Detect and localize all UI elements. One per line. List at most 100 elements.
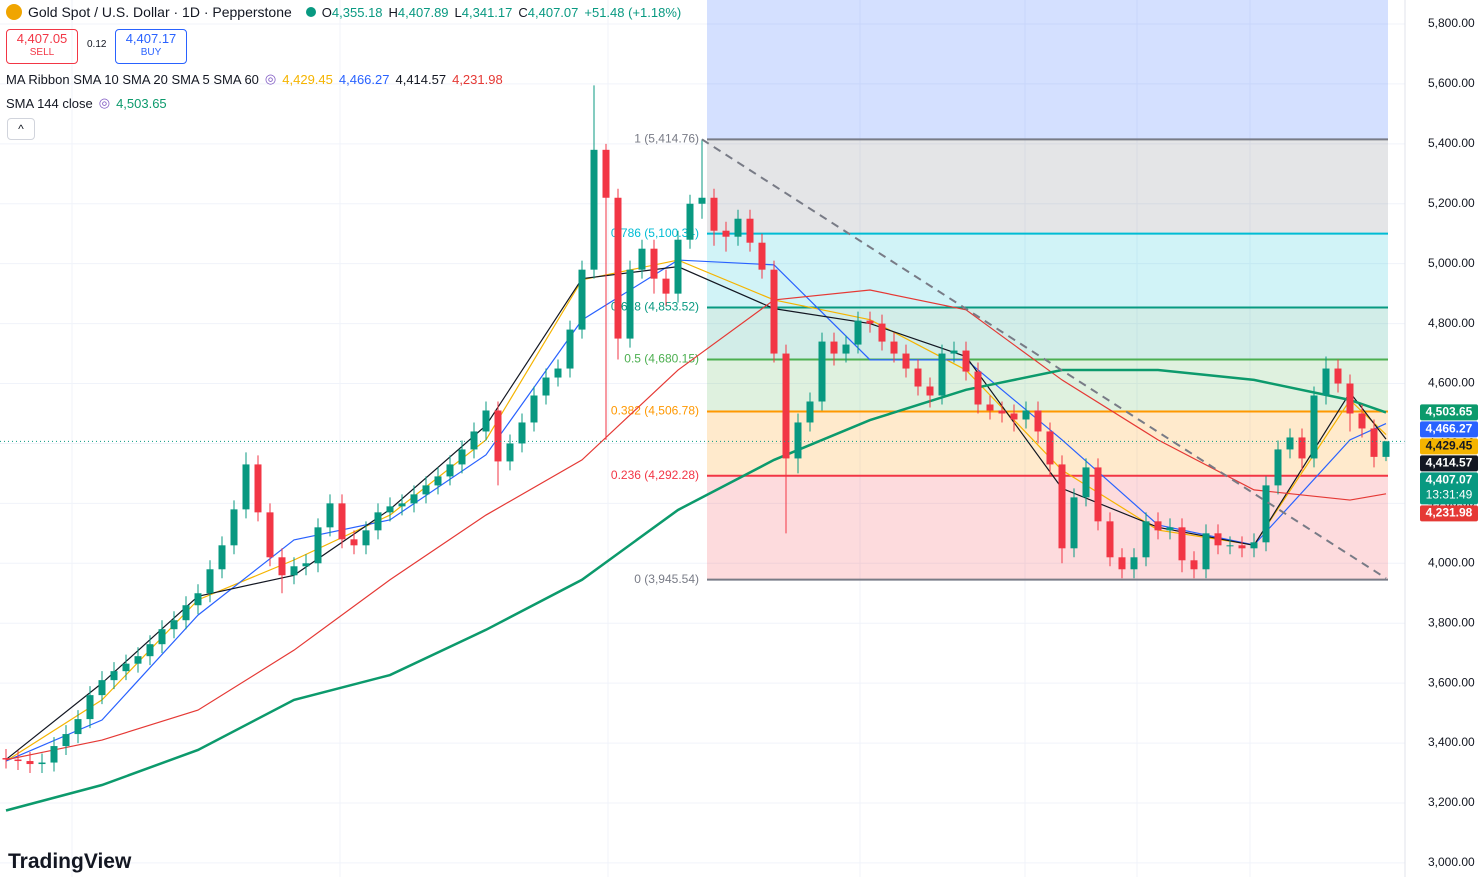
candle-body [650, 248, 658, 279]
fib-zone [707, 307, 1388, 360]
ohlc-item: H4,407.89 [389, 5, 449, 20]
candle-body [26, 761, 34, 765]
buy-button[interactable]: 4,407.17 BUY [115, 29, 187, 64]
candle-body [122, 663, 130, 672]
candle-body [470, 431, 478, 450]
candle-body [374, 512, 382, 531]
candle-body [1190, 560, 1198, 570]
candle-body [770, 269, 778, 354]
ohlc-key: L [454, 4, 462, 20]
candle-body [86, 695, 94, 720]
sma144-title[interactable]: SMA 144 close [6, 95, 93, 111]
candle-body [1382, 441, 1390, 457]
collapse-button[interactable]: ^ [7, 118, 35, 140]
ohlc-key: O [321, 4, 332, 20]
fib-zone [707, 139, 1388, 234]
candle-body [1238, 545, 1246, 549]
candle-body [1298, 437, 1306, 459]
candle-body [530, 395, 538, 423]
candle-body [866, 320, 874, 324]
candle-body [818, 341, 826, 402]
sell-text: SELL [29, 47, 55, 58]
ma-value: 4,231.98 [452, 71, 503, 87]
sma144-legend: SMA 144 close ◎ 4,503.65 [6, 95, 167, 111]
price-tag-label: 4,407.07 [1426, 473, 1473, 487]
sell-button[interactable]: 4,407.05 SELL [6, 29, 78, 64]
candle-body [326, 503, 334, 528]
candle-body [806, 401, 814, 423]
candle-body [686, 203, 694, 240]
ma-line [5, 368, 1387, 812]
candle-body [890, 341, 898, 354]
candle-body [1334, 368, 1342, 384]
candle-body [590, 149, 598, 270]
fib-label: 0.236 (4,292.28) [611, 468, 699, 482]
candle-body [1262, 485, 1270, 543]
fib-label: 0 (3,945.54) [634, 572, 699, 586]
candle-body [242, 464, 250, 510]
ma-value: 4,466.27 [338, 71, 390, 87]
candle-body [146, 644, 154, 657]
candle-body [14, 759, 22, 762]
settings-icon[interactable]: ◎ [264, 71, 277, 86]
ohlc: O4,355.18 H4,407.89 L4,341.17 C4,407.07 [322, 5, 579, 20]
candle-body [518, 422, 526, 444]
fib-extension-band [707, 0, 1388, 140]
price-tag [1420, 455, 1478, 472]
candle-body [266, 512, 274, 558]
y-tick-label: 4,000.00 [1428, 555, 1475, 569]
settings-icon[interactable]: ◎ [98, 95, 111, 110]
candle-body [626, 269, 634, 339]
candle-body [386, 506, 394, 513]
candle-body [422, 485, 430, 495]
candle-body [482, 410, 490, 432]
candle-body [638, 248, 646, 270]
y-tick-label: 4,800.00 [1428, 316, 1475, 330]
price-tag-label: 4,231.98 [1426, 506, 1473, 520]
ribbon-title[interactable]: MA Ribbon SMA 10 SMA 20 SMA 5 SMA 60 [6, 71, 259, 87]
candle-body [458, 449, 466, 465]
candle-body [974, 371, 982, 405]
ohlc-value: 4,341.17 [461, 4, 513, 20]
ma-line [5, 289, 1387, 761]
buy-price: 4,407.17 [125, 31, 177, 46]
candle-body [74, 719, 82, 735]
ma-value: 4,414.57 [395, 71, 447, 87]
ohlc-key: C [518, 4, 528, 20]
trend-line [701, 138, 1387, 580]
candle-body [962, 350, 970, 372]
fib-label: 1 (5,414.76) [634, 132, 699, 146]
candle-body [1250, 542, 1258, 549]
candle-body [1070, 497, 1078, 549]
candle-body [1322, 368, 1330, 396]
candle-body [902, 353, 910, 369]
candle-body [1082, 467, 1090, 498]
candle-body [278, 557, 286, 576]
candle-body [614, 197, 622, 339]
price-tag-label: 4,466.27 [1426, 422, 1473, 436]
market-status [305, 7, 316, 17]
candle-body [1118, 557, 1126, 570]
candle-body [914, 368, 922, 387]
candle-body [398, 503, 406, 507]
change: +51.48 (+1.18%) [584, 4, 682, 20]
y-tick-label: 3,200.00 [1428, 795, 1475, 809]
candle-body [62, 734, 70, 747]
candle-body [182, 605, 190, 621]
candle-body [746, 218, 754, 243]
candle-body [986, 404, 994, 411]
buy-text: BUY [140, 47, 162, 58]
price-tag [1420, 421, 1478, 438]
ohlc-key: H [388, 4, 398, 20]
candle-body [842, 344, 850, 354]
ma-value: 4,429.45 [282, 71, 333, 87]
candle-body [290, 566, 298, 576]
y-tick-label: 5,400.00 [1428, 136, 1475, 150]
candle-body [506, 443, 514, 462]
ma-value: 4,503.65 [116, 95, 167, 111]
candle-body [1142, 521, 1150, 558]
symbol-title[interactable]: Gold Spot / U.S. Dollar · 1D · Peppersto… [28, 4, 292, 20]
price-tag [1420, 404, 1478, 421]
countdown: 13:31:49 [1426, 488, 1473, 502]
branding: TradingView [8, 850, 132, 873]
